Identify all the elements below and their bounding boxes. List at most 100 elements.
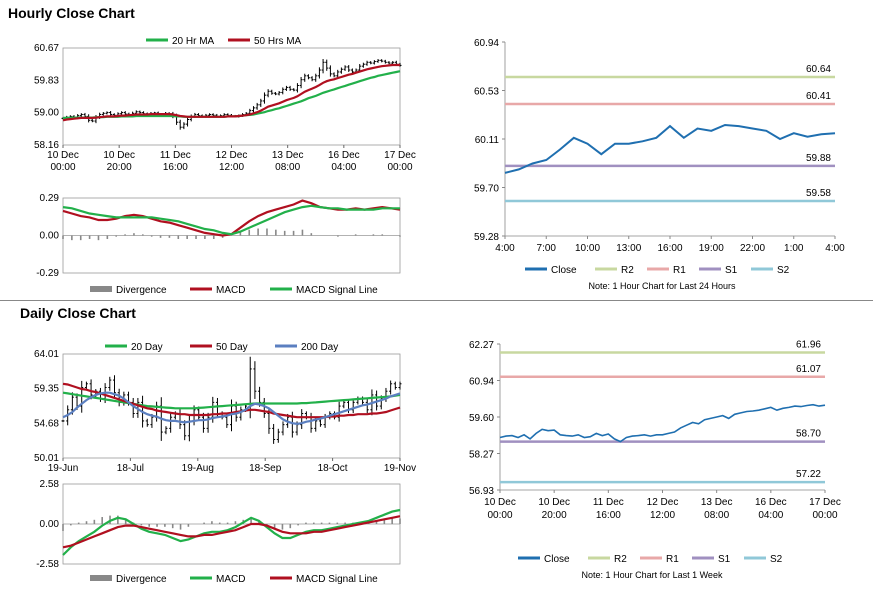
x-tick-label: 12 Dec	[216, 150, 248, 161]
legend-label: S2	[777, 265, 790, 276]
y-tick-label: 60.11	[475, 135, 500, 146]
legend-swatch	[90, 575, 112, 581]
x-tick-label: 19-Nov	[384, 463, 416, 474]
x-tick-label: 22:00	[740, 243, 765, 254]
y-tick-label: 59.35	[34, 384, 59, 395]
y-tick-label: 60.94	[469, 377, 494, 388]
y-tick-label: 59.70	[474, 184, 499, 195]
legend-label: S1	[725, 265, 738, 276]
ma50-line	[63, 70, 401, 119]
x-tick-label: 18-Oct	[318, 463, 348, 474]
x-tick-label: 16:00	[596, 510, 621, 521]
chart-note: Note: 1 Hour Chart for Last 1 Week	[582, 570, 723, 580]
x-tick-label: 08:00	[275, 162, 300, 173]
y-tick-label: 60.94	[474, 38, 499, 49]
level-label-r1: 60.41	[806, 91, 831, 102]
x-tick-label: 13 Dec	[272, 150, 304, 161]
y-tick-label: 59.83	[34, 75, 59, 86]
legend-label: S2	[770, 554, 783, 565]
x-tick-label: 12:00	[219, 162, 244, 173]
y-tick-label: 64.01	[34, 349, 59, 360]
x-tick-label: 20:00	[107, 162, 132, 173]
legend-label: 20 Day	[131, 342, 163, 353]
y-tick-label: 56.93	[469, 486, 494, 497]
y-tick-label: 54.68	[34, 418, 59, 429]
legend-label: 200 Day	[301, 342, 338, 353]
y-tick-label: 62.27	[469, 340, 494, 351]
legend-label: 20 Hr MA	[172, 36, 215, 47]
legend-label: R2	[621, 265, 634, 276]
y-tick-label: 59.60	[469, 413, 494, 424]
daily-section-title: Daily Close Chart	[20, 305, 136, 321]
x-tick-label: 00:00	[487, 510, 512, 521]
y-tick-label: 59.00	[34, 108, 59, 119]
level-label-s2: 57.22	[796, 469, 821, 480]
legend-label: R2	[614, 554, 627, 565]
x-tick-label: 4:00	[825, 243, 845, 254]
legend-label: R1	[673, 265, 686, 276]
x-tick-label: 18-Sep	[249, 463, 282, 474]
ma20-line	[62, 63, 400, 122]
legend-label: MACD Signal Line	[296, 574, 378, 585]
y-tick-label: 59.28	[474, 232, 499, 243]
signal-line	[62, 204, 400, 236]
x-tick-label: 16 Dec	[328, 150, 360, 161]
y-tick-label: 50.01	[34, 453, 59, 464]
y-tick-label: 2.58	[40, 479, 60, 490]
x-tick-label: 17 Dec	[809, 497, 841, 508]
x-tick-label: 00:00	[812, 510, 837, 521]
legend-swatch	[90, 286, 112, 292]
x-tick-label: 08:00	[704, 510, 729, 521]
y-tick-label: 0.00	[40, 519, 60, 530]
x-tick-label: 4:00	[495, 243, 515, 254]
legend-label: Close	[551, 265, 577, 276]
legend-label: 50 Day	[216, 342, 248, 353]
x-tick-label: 10 Dec	[538, 497, 570, 508]
legend-label: S1	[718, 554, 731, 565]
y-tick-label: 0.29	[40, 193, 60, 204]
close-line	[499, 403, 826, 443]
legend-label: 50 Hrs MA	[254, 36, 302, 47]
plot-area	[62, 353, 401, 459]
hourly-section-title: Hourly Close Chart	[8, 5, 135, 21]
legend-label: Divergence	[116, 574, 167, 585]
x-tick-label: 10 Dec	[103, 150, 135, 161]
x-tick-label: 19:00	[699, 243, 724, 254]
x-tick-label: 16:00	[657, 243, 682, 254]
level-label-s1: 59.88	[806, 153, 831, 164]
ma200-line	[62, 391, 401, 410]
macd-line	[62, 508, 401, 556]
y-tick-label: -2.58	[36, 559, 59, 570]
x-tick-label: 19-Jun	[48, 463, 79, 474]
x-tick-label: 16:00	[163, 162, 188, 173]
ma20-line	[62, 391, 401, 426]
chart-note: Note: 1 Hour Chart for Last 24 Hours	[588, 281, 736, 291]
legend-label: R1	[666, 554, 679, 565]
level-label-r1: 61.07	[796, 364, 821, 375]
signal-line	[62, 515, 401, 549]
x-tick-label: 04:00	[758, 510, 783, 521]
legend-label: Close	[544, 554, 570, 565]
x-tick-label: 13 Dec	[701, 497, 733, 508]
y-tick-label: -0.29	[36, 268, 59, 279]
x-tick-label: 00:00	[387, 162, 412, 173]
y-tick-label: 58.27	[469, 450, 494, 461]
x-tick-label: 11 Dec	[160, 150, 191, 161]
x-tick-label: 12:00	[650, 510, 675, 521]
x-tick-label: 7:00	[537, 243, 557, 254]
close-line	[504, 123, 836, 174]
y-tick-label: 0.00	[40, 231, 60, 242]
x-tick-label: 20:00	[542, 510, 567, 521]
daily-macd-chart: 2.58 0.00 -2.58 Divergence MACD MACD Signal L…	[36, 479, 401, 585]
x-tick-label: 00:00	[50, 162, 75, 173]
y-tick-label: 58.16	[34, 140, 59, 151]
level-label-s2: 59.58	[806, 188, 831, 199]
plot-area	[62, 47, 401, 146]
legend-label: Divergence	[116, 285, 167, 296]
x-tick-label: 11 Dec	[593, 497, 624, 508]
x-tick-label: 16 Dec	[755, 497, 787, 508]
x-tick-label: 17 Dec	[384, 150, 416, 161]
